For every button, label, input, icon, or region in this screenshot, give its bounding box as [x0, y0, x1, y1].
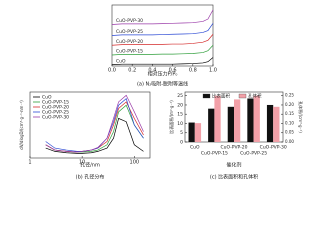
legend-swatch: [238, 93, 247, 99]
y2-tick-label: 0.10: [285, 120, 294, 125]
bar: [208, 108, 215, 142]
legend-label: CuO: [116, 58, 126, 64]
x-axis-label: 相对压力P/P₀: [148, 71, 178, 78]
series-line: [111, 57, 214, 66]
y2-tick-label: 0.00: [285, 139, 294, 144]
series-line: [45, 117, 144, 154]
bar: [273, 106, 280, 142]
x-tick-label: 0.2: [128, 68, 136, 74]
series-line: [111, 45, 214, 56]
x-tick-label: 100: [130, 160, 140, 166]
legend-label: CuO-PVP-15: [116, 49, 143, 55]
x-tick-label: 1: [28, 160, 31, 166]
y-tick-label: 25: [177, 93, 183, 99]
y-axis-label: dV/dlogD/(cm³·g⁻¹·nm⁻¹): [19, 100, 24, 150]
legend-label: CuO-PVP-25: [116, 29, 143, 35]
x-axis-label: 孔径/nm: [80, 162, 100, 169]
y-tick-label: 20: [177, 102, 183, 108]
x-tick-label: 0.0: [108, 68, 116, 74]
series-line: [111, 23, 214, 36]
legend-label: 比表面积: [212, 93, 230, 100]
bar: [188, 122, 195, 142]
chart-title: (a) N₂吸附-脱附等温线: [137, 81, 188, 88]
y-tick-label: 0: [180, 140, 183, 146]
plot-frame: [29, 91, 151, 159]
x-tick-label: 0.6: [169, 68, 177, 74]
legend-swatch: [202, 93, 211, 99]
y2-axis-label: 孔体积/(cm³·g⁻¹): [298, 101, 304, 133]
x-tick-label: CuO: [190, 145, 200, 151]
bar: [194, 123, 202, 142]
legend-label: CuO: [42, 95, 52, 101]
series-line: [111, 9, 214, 25]
x-tick-label: 1.0: [209, 68, 217, 74]
bar: [214, 95, 221, 142]
series-line: [45, 97, 144, 152]
y-axis-label: 比表面积/(m²·g⁻¹): [168, 100, 174, 134]
plot-frame: [111, 4, 214, 67]
bar: [253, 95, 260, 142]
x-tick-label: 0.4: [148, 68, 156, 74]
legend-label: CuO-PVP-25: [42, 110, 69, 116]
bar: [247, 98, 254, 142]
series-line: [45, 94, 144, 153]
x-tick-label: 0.8: [189, 68, 197, 74]
bar: [227, 106, 234, 142]
y2-tick-label: 0.15: [285, 111, 294, 116]
x-axis-label: 催化剂: [226, 162, 241, 169]
legend-label: CuO-PVP-20: [116, 39, 143, 45]
y2-tick-label: 0.25: [285, 93, 294, 98]
legend-label: 孔体积: [248, 93, 262, 100]
y2-tick-label: 0.20: [285, 102, 294, 107]
bar: [266, 104, 274, 142]
chart-title: (c) 比表面积和孔体积: [210, 174, 258, 181]
legend-label: CuO-PVP-30: [42, 115, 69, 121]
x-tick-label: CuO-PVP-30: [260, 145, 287, 151]
bar: [234, 99, 241, 142]
y-tick-label: 15: [177, 112, 183, 118]
legend-label: CuO-PVP-15: [42, 100, 69, 106]
x-tick-label: 10: [79, 160, 85, 166]
y2-tick-label: 0.05: [285, 130, 294, 135]
legend-label: CuO-PVP-20: [42, 105, 69, 111]
x-tick-label: CuO-PVP-20: [220, 145, 247, 151]
y-tick-label: 10: [177, 121, 183, 127]
chart-title: (b) 孔径分布: [76, 174, 105, 181]
legend-label: CuO-PVP-30: [116, 18, 143, 24]
x-tick-label: CuO-PVP-25: [240, 151, 267, 157]
x-tick-label: CuO-PVP-15: [201, 151, 228, 157]
y-tick-label: 5: [180, 130, 183, 136]
series-line: [111, 34, 214, 46]
